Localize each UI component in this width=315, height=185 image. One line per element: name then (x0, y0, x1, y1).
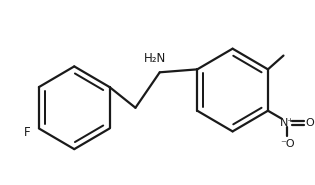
Text: ⁻O: ⁻O (280, 139, 295, 149)
Text: F: F (24, 126, 30, 139)
Text: O: O (305, 117, 314, 127)
Text: N⁺: N⁺ (280, 117, 295, 127)
Text: H₂N: H₂N (144, 52, 166, 65)
